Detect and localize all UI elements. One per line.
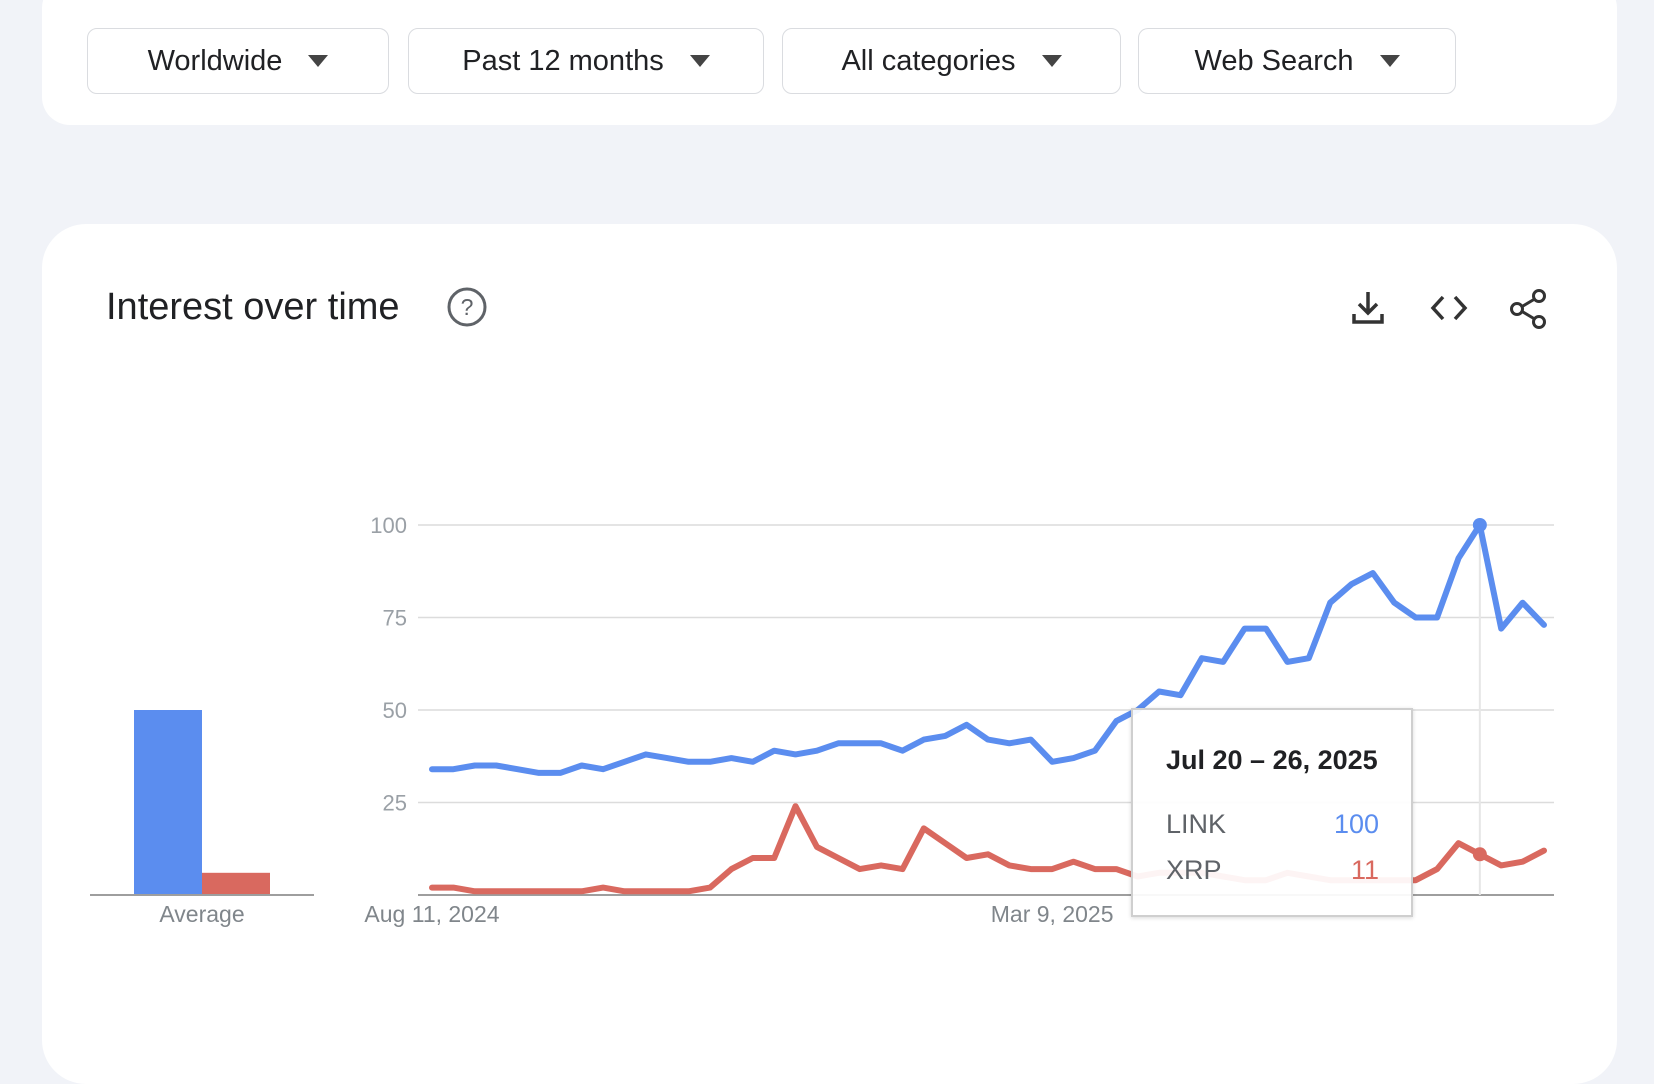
tooltip-series-value: 100	[1333, 809, 1379, 839]
time-range-dropdown[interactable]: Past 12 months	[408, 28, 764, 94]
search-type-dropdown[interactable]: Web Search	[1138, 28, 1456, 94]
category-dropdown[interactable]: All categories	[782, 28, 1121, 94]
tooltip-row-xrp: XRP 11	[1166, 855, 1379, 886]
tooltip-row-link: LINK 100	[1166, 809, 1379, 840]
interest-over-time-card: Interest over time ?	[42, 224, 1617, 1084]
region-dropdown[interactable]: Worldwide	[87, 28, 389, 94]
time-range-label: Past 12 months	[462, 44, 664, 77]
tooltip-series-value: 11	[1350, 855, 1379, 885]
download-icon[interactable]	[1348, 288, 1388, 333]
search-type-label: Web Search	[1194, 44, 1354, 77]
filter-bar: Worldwide Past 12 months All categories …	[42, 0, 1617, 125]
embed-code-icon[interactable]	[1428, 288, 1470, 333]
chart-tooltip: Jul 20 – 26, 2025 LINK 100 XRP 11	[1131, 708, 1413, 917]
tooltip-series-name: LINK	[1166, 809, 1227, 839]
category-label: All categories	[841, 44, 1016, 77]
region-label: Worldwide	[147, 44, 283, 77]
svg-text:?: ?	[461, 294, 474, 320]
tooltip-date: Jul 20 – 26, 2025	[1166, 745, 1378, 775]
chevron-down-icon	[1041, 55, 1062, 67]
chevron-down-icon	[1379, 55, 1400, 67]
chevron-down-icon	[689, 55, 710, 67]
help-icon[interactable]: ?	[446, 286, 488, 333]
share-icon[interactable]	[1508, 288, 1548, 335]
tooltip-series-name: XRP	[1166, 855, 1222, 885]
card-title: Interest over time	[106, 286, 400, 328]
chevron-down-icon	[308, 55, 329, 67]
